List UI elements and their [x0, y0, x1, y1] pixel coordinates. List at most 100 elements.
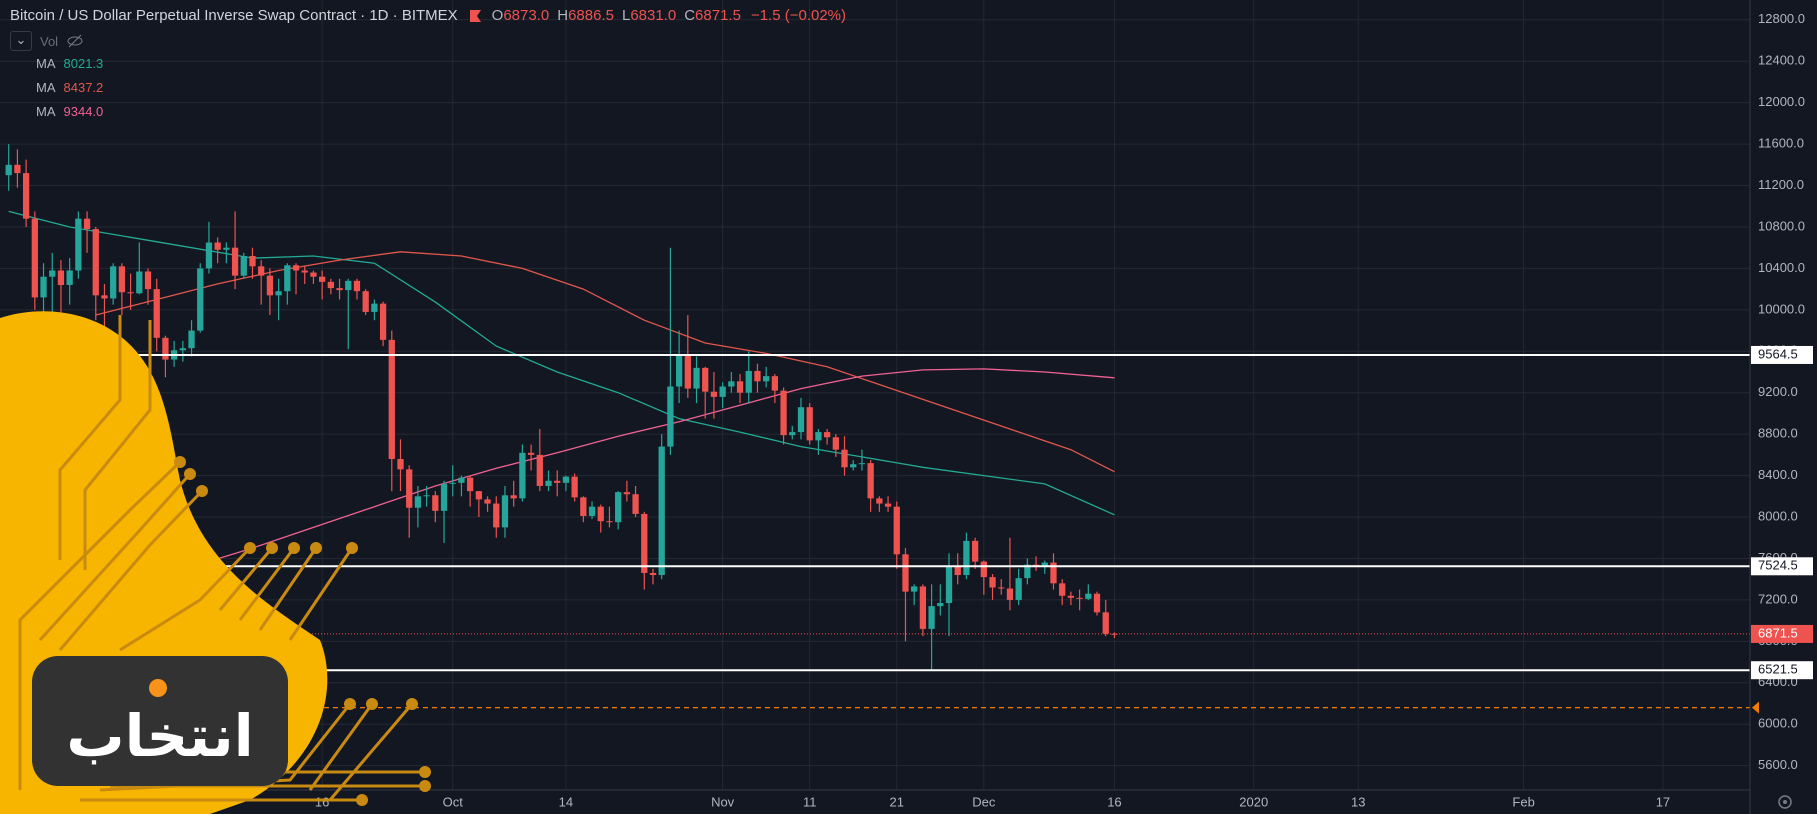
- candle-body: [510, 495, 517, 499]
- candle-body: [449, 482, 456, 484]
- y-tick-label: 12800.0: [1758, 11, 1805, 26]
- x-tick-label: 11: [803, 794, 817, 809]
- axes: 5600.06000.06400.06800.07200.07600.08000…: [315, 11, 1813, 809]
- volume-row: ⌄ Vol: [10, 31, 84, 51]
- candle-body: [580, 497, 587, 516]
- x-tick-label: 16: [1107, 794, 1121, 809]
- candle-body: [710, 391, 718, 397]
- candle-body: [467, 477, 474, 492]
- candle-body: [292, 265, 300, 271]
- symbol-title: Bitcoin / US Dollar Perpetual Inverse Sw…: [10, 7, 458, 24]
- candle-body: [606, 521, 613, 523]
- candle-body: [763, 376, 770, 382]
- candle-body: [1067, 595, 1075, 598]
- y-tick-label: 5600.0: [1758, 757, 1798, 772]
- x-tick-label: Oct: [443, 794, 464, 809]
- candle-body: [83, 218, 91, 230]
- candle-body: [75, 218, 82, 271]
- candle-body: [144, 271, 152, 290]
- collapse-button[interactable]: ⌄: [10, 31, 32, 51]
- header: Bitcoin / US Dollar Perpetual Inverse Sw…: [10, 7, 846, 24]
- y-tick-label: 12000.0: [1758, 94, 1805, 109]
- y-tick-label: 9200.0: [1758, 384, 1798, 399]
- candle-body: [353, 280, 361, 292]
- candle-body: [110, 266, 117, 299]
- candle-body: [327, 281, 334, 289]
- ohlc-value: 6831.0: [630, 7, 677, 24]
- candle-body: [954, 565, 961, 576]
- flag-icon[interactable]: [468, 9, 482, 23]
- candle-body: [632, 494, 639, 514]
- candle-body: [702, 367, 709, 392]
- candle-body: [22, 173, 30, 219]
- y-tick-label: 8000.0: [1758, 508, 1798, 523]
- ma-legend-row: MA 8021.3: [36, 56, 103, 71]
- x-tick-label: 16: [315, 794, 329, 809]
- candle-body: [971, 540, 979, 562]
- x-tick-label: Feb: [1512, 794, 1534, 809]
- y-tick-label: 6000.0: [1758, 716, 1798, 731]
- candle-body: [5, 164, 12, 176]
- candle-body: [49, 270, 56, 277]
- candle-body: [1076, 597, 1083, 599]
- candle-body: [876, 498, 883, 504]
- candle-body: [1050, 562, 1057, 584]
- candle-body: [850, 464, 857, 468]
- candle-body: [240, 255, 247, 276]
- ohlc: O6873.0 H6886.5 L6831.0 C6871.5: [492, 7, 741, 24]
- y-tick-label: 12400.0: [1758, 53, 1805, 68]
- candle-body: [179, 348, 186, 351]
- y-tick-label: 8400.0: [1758, 467, 1798, 482]
- moving-average: [191, 368, 1115, 568]
- candle-body: [1093, 593, 1101, 613]
- y-tick-label: 11200.0: [1758, 177, 1804, 192]
- candle-body: [858, 463, 866, 465]
- x-tick-label: Dec: [972, 794, 996, 809]
- candle-body: [284, 265, 291, 292]
- logo-text: انتخاب: [66, 702, 253, 770]
- candle-body: [963, 540, 970, 576]
- moving-average: [8, 210, 1115, 516]
- x-tick-label: 14: [559, 794, 573, 809]
- x-tick-label: 21: [890, 794, 904, 809]
- candle-body: [797, 407, 805, 433]
- x-tick-label: Nov: [711, 794, 735, 809]
- candle-body: [1085, 593, 1092, 599]
- candle-body: [301, 270, 308, 273]
- candle-body: [945, 565, 953, 604]
- hidden-eye-icon[interactable]: [66, 34, 84, 48]
- candle-body: [31, 218, 38, 298]
- candle-body: [397, 459, 404, 470]
- ohlc-item: L6831.0: [622, 7, 676, 24]
- level-label: 9564.5: [1758, 346, 1798, 361]
- candle-body: [223, 247, 230, 250]
- candle-body: [536, 454, 543, 486]
- candle-body: [693, 367, 700, 389]
- candle-body: [867, 463, 874, 499]
- ma-name: MA: [36, 80, 56, 95]
- candle-body: [501, 495, 509, 528]
- candle-body: [1102, 612, 1109, 634]
- candle-body: [153, 289, 160, 338]
- candle-body: [249, 255, 256, 267]
- candle-body: [527, 452, 535, 455]
- candle-body: [136, 271, 143, 294]
- candle-body: [641, 513, 648, 573]
- candle-body: [893, 506, 900, 555]
- candle-body: [231, 247, 239, 276]
- candle-body: [684, 355, 691, 389]
- ma-value: 8437.2: [63, 80, 104, 95]
- candle-body: [197, 268, 204, 331]
- level-label: 7524.5: [1758, 558, 1798, 573]
- settings-icon[interactable]: [1778, 795, 1792, 809]
- candle-body: [841, 449, 848, 468]
- moving-average: [95, 251, 1115, 473]
- ma-name: MA: [36, 56, 56, 71]
- candle-body: [780, 390, 787, 436]
- ohlc-key: O: [491, 7, 504, 24]
- y-tick-label: 7200.0: [1758, 591, 1798, 606]
- candle-body: [736, 381, 744, 393]
- candle-body: [623, 492, 630, 495]
